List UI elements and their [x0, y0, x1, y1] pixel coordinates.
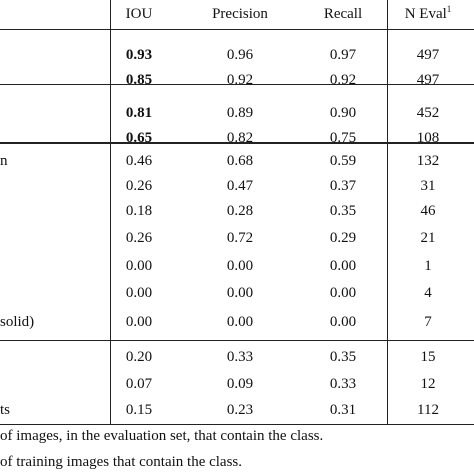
header-recall: Recall — [323, 6, 363, 22]
table-bottom-rule — [0, 424, 474, 425]
row-label — [0, 173, 110, 199]
row-n-eval: 4 — [424, 285, 432, 301]
group-divider-2 — [0, 142, 474, 144]
header-n-eval: N Eval1 — [392, 1, 464, 27]
row-iou: 0.65 — [125, 130, 153, 146]
row-label — [0, 280, 110, 306]
column-rule-n-eval — [387, 0, 388, 425]
footnote-1: of images, in the evaluation set, that c… — [0, 428, 324, 444]
row-recall: 0.33 — [329, 376, 357, 392]
row-n-eval: 31 — [420, 178, 436, 194]
row-recall: 0.92 — [329, 72, 357, 88]
row-precision: 0.68 — [226, 153, 254, 169]
row-n-eval: 132 — [416, 153, 440, 169]
row-n-eval: 12 — [420, 376, 436, 392]
row-precision: 0.92 — [226, 72, 254, 88]
group-divider-1 — [0, 84, 474, 85]
row-precision: 0.47 — [226, 178, 254, 194]
column-rule-iou — [110, 0, 111, 425]
row-recall: 0.37 — [329, 178, 357, 194]
row-recall: 0.35 — [329, 203, 357, 219]
row-label — [0, 42, 110, 68]
row-n-eval: 452 — [416, 105, 440, 121]
row-n-eval: 7 — [424, 314, 432, 330]
row-n-eval: 46 — [420, 203, 436, 219]
row-label — [0, 225, 110, 251]
row-label — [0, 253, 110, 279]
footnote-2: of training images that contain the clas… — [0, 454, 243, 470]
header-n-eval-footnote-mark: 1 — [446, 4, 452, 14]
row-label: solid) — [0, 314, 35, 330]
row-n-eval: 21 — [420, 230, 436, 246]
header-iou: IOU — [125, 6, 153, 22]
row-iou: 0.00 — [125, 258, 153, 274]
row-precision: 0.96 — [226, 47, 254, 63]
row-iou: 0.00 — [125, 285, 153, 301]
header-bottom-rule — [0, 29, 474, 30]
row-label — [0, 371, 110, 397]
row-label: ts — [0, 402, 11, 418]
row-precision: 0.28 — [226, 203, 254, 219]
row-n-eval: 1 — [424, 258, 432, 274]
row-iou: 0.46 — [125, 153, 153, 169]
row-label — [0, 344, 110, 370]
row-iou: 0.26 — [125, 178, 153, 194]
row-label — [0, 100, 110, 126]
row-iou: 0.07 — [125, 376, 153, 392]
row-recall: 0.75 — [329, 130, 357, 146]
row-n-eval: 497 — [416, 72, 440, 88]
row-recall: 0.00 — [329, 285, 357, 301]
row-n-eval: 112 — [417, 402, 439, 418]
row-precision: 0.82 — [226, 130, 254, 146]
row-iou: 0.26 — [125, 230, 153, 246]
row-recall: 0.31 — [329, 402, 357, 418]
row-recall: 0.35 — [329, 349, 357, 365]
row-precision: 0.09 — [226, 376, 254, 392]
header-n-eval-text: N Eval — [404, 6, 447, 22]
row-label — [0, 198, 110, 224]
row-iou: 0.20 — [125, 349, 153, 365]
row-label: n — [0, 153, 8, 169]
row-precision: 0.72 — [226, 230, 254, 246]
row-recall: 0.00 — [329, 258, 357, 274]
row-label — [0, 67, 110, 93]
row-n-eval: 497 — [416, 47, 440, 63]
row-precision: 0.00 — [226, 258, 254, 274]
row-recall: 0.29 — [329, 230, 357, 246]
row-recall: 0.90 — [329, 105, 357, 121]
row-precision: 0.33 — [226, 349, 254, 365]
row-iou: 0.00 — [125, 314, 153, 330]
group-divider-3 — [0, 340, 474, 341]
row-n-eval: 15 — [420, 349, 436, 365]
row-precision: 0.00 — [226, 285, 254, 301]
row-recall: 0.97 — [329, 47, 357, 63]
header-precision: Precision — [212, 6, 268, 22]
row-iou: 0.85 — [125, 72, 153, 88]
row-n-eval: 108 — [416, 130, 440, 146]
row-precision: 0.23 — [226, 402, 254, 418]
row-recall: 0.59 — [329, 153, 357, 169]
row-recall: 0.00 — [329, 314, 357, 330]
row-iou: 0.15 — [125, 402, 153, 418]
row-precision: 0.00 — [226, 314, 254, 330]
row-precision: 0.89 — [226, 105, 254, 121]
row-iou: 0.81 — [125, 105, 153, 121]
row-iou: 0.18 — [125, 203, 153, 219]
row-iou: 0.93 — [125, 47, 153, 63]
